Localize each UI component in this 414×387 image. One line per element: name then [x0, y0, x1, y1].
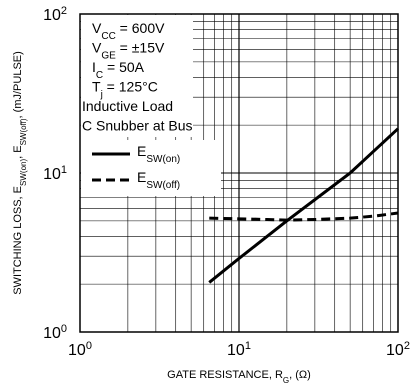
series-line-sw-on	[208, 127, 400, 284]
y-tick-labels: 100 101 102	[43, 5, 67, 342]
y-tick-label: 102	[43, 5, 67, 24]
condition-line: Inductive Load	[82, 98, 173, 114]
conditions-background	[81, 15, 193, 137]
condition-line: VGE = ±15V	[92, 40, 165, 62]
legend-label: ESW(on)	[137, 143, 180, 165]
condition-line: Tj = 125°C	[92, 79, 158, 101]
series-layer	[208, 127, 400, 284]
x-tick-label: 102	[386, 340, 410, 359]
y-tick-label: 100	[43, 323, 67, 342]
y-axis-title: SWITCHING LOSS, ESW(on), ESW(off), (mJ/P…	[12, 51, 28, 295]
series-line-sw-off	[209, 211, 399, 222]
x-tick-labels: 100 101 102	[68, 340, 410, 359]
condition-line: C Snubber at Bus	[82, 118, 193, 134]
y-tick-label: 101	[43, 164, 67, 183]
condition-line: IC = 50A	[92, 59, 145, 81]
plot-frame	[79, 13, 399, 333]
x-tick-label: 101	[227, 340, 251, 359]
grid-layer	[80, 14, 398, 332]
x-axis-title: GATE RESISTANCE, RG, (Ω)	[167, 369, 311, 385]
condition-line: VCC = 600V	[92, 20, 165, 42]
legend: ESW(on) ESW(off)	[81, 140, 221, 196]
legend-background	[81, 140, 221, 196]
legend-label: ESW(off)	[137, 169, 180, 191]
x-tick-label: 100	[68, 340, 92, 359]
